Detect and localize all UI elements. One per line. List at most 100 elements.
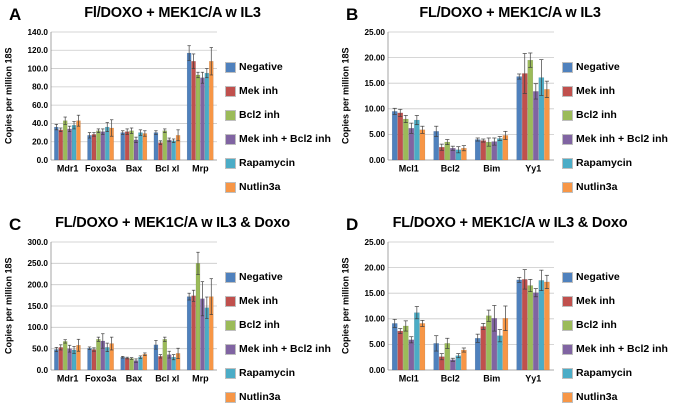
legend-label: Nutlin3a xyxy=(576,181,618,193)
bar xyxy=(67,128,72,161)
legend-label: Nutlin3a xyxy=(239,181,281,193)
bar xyxy=(138,356,143,371)
legend-swatch-icon xyxy=(225,343,236,355)
legend-item-negative: Negative xyxy=(562,271,668,283)
legend-label: Negative xyxy=(576,271,620,283)
bar xyxy=(62,341,68,371)
legend-label: Mek inh xyxy=(576,85,616,97)
bar xyxy=(162,339,167,371)
panel-c: C FL/DOXO + MEK1C/A w IL3 & Doxo Copies … xyxy=(0,210,337,420)
legend-swatch-icon xyxy=(562,157,573,169)
bar xyxy=(142,133,148,161)
bar xyxy=(54,126,59,161)
bar xyxy=(195,263,201,371)
y-axis-label: Copies per million 18S xyxy=(340,257,351,355)
bar xyxy=(54,349,59,371)
chart-area: Copies per million 18S 0.0 20.0 40.0 60.0 80… xyxy=(2,24,337,193)
bar xyxy=(391,323,398,371)
bar xyxy=(91,134,97,161)
legend: Negative Mek inh Bcl2 inh Mek inh + Bcl2 in… xyxy=(225,61,331,193)
bar xyxy=(544,281,550,371)
panel-title: FL/DOXO + MEK1C/A w IL3 & Doxo xyxy=(55,215,290,231)
bar xyxy=(480,326,487,371)
legend-swatch-icon xyxy=(562,391,573,403)
y-axis-label: Copies per million 18S xyxy=(3,257,14,355)
legend-swatch-icon xyxy=(225,181,236,193)
x-category-label: Bcl xl xyxy=(155,164,179,174)
bar xyxy=(414,312,420,371)
bar xyxy=(204,72,210,161)
legend-swatch-icon xyxy=(562,319,573,331)
legend-label: Nutlin3a xyxy=(239,391,281,403)
x-category-label: Foxo3a xyxy=(85,374,118,384)
y-tick-label: 15.00 xyxy=(365,79,386,88)
legend-item-rapamycin: Rapamycin xyxy=(225,367,331,379)
legend-label: Mek inh xyxy=(239,295,279,307)
x-category-label: Mcl1 xyxy=(399,164,419,174)
legend-item-mek-inh: Mek inh xyxy=(562,295,668,307)
y-tick-label: 250.0 xyxy=(28,259,49,268)
legend-label: Bcl2 inh xyxy=(239,109,280,121)
bar xyxy=(62,120,68,161)
bar xyxy=(538,280,545,371)
bar xyxy=(58,347,63,371)
bar xyxy=(76,120,81,161)
bar xyxy=(480,140,487,161)
y-tick-label: 5.00 xyxy=(369,340,385,349)
x-category-label: Yy1 xyxy=(525,164,541,174)
panel-letter: D xyxy=(346,215,359,234)
bar xyxy=(414,119,420,161)
bar xyxy=(195,74,201,161)
y-tick-label: 10.00 xyxy=(365,315,386,324)
legend-swatch-icon xyxy=(225,157,236,169)
y-tick-label: 20.00 xyxy=(365,263,386,272)
y-tick-label: 40.0 xyxy=(32,119,48,128)
bar-chart-a: 0.0 20.0 40.0 60.0 80.0 100.0 120.0 140.0 Mdr1 Fo… xyxy=(28,28,217,174)
legend-swatch-icon xyxy=(225,61,236,73)
x-category-label: Mrp xyxy=(192,164,209,174)
y-tick-label: 20.0 xyxy=(32,138,48,147)
y-tick-label: 20.00 xyxy=(365,53,386,62)
legend-item-mek-inh-bcl2-inh: Mek inh + Bcl2 inh xyxy=(562,343,668,355)
bar xyxy=(96,130,101,161)
y-tick-label: 0.0 xyxy=(37,156,49,165)
x-category-label: Bax xyxy=(126,374,143,384)
legend-label: Bcl2 inh xyxy=(576,319,617,331)
y-axis-label: Copies per million 18S xyxy=(340,47,351,145)
y-tick-label: 0.0 xyxy=(37,366,49,375)
legend-item-nutlin3a: Nutlin3a xyxy=(225,181,331,193)
bar xyxy=(142,354,148,371)
bar xyxy=(544,89,550,161)
bar xyxy=(397,330,404,371)
bar xyxy=(120,132,125,161)
panel-title: Fl/DOXO + MEK1C/A w IL3 xyxy=(84,5,261,21)
panel-letter: B xyxy=(346,5,359,24)
bar xyxy=(129,358,134,371)
y-tick-label: 15.00 xyxy=(365,289,386,298)
legend-label: Rapamycin xyxy=(239,157,296,169)
legend-swatch-icon xyxy=(225,271,236,283)
x-category-label: Bim xyxy=(483,164,500,174)
bar xyxy=(486,315,492,371)
bar xyxy=(527,285,534,371)
legend-item-bcl2-inh: Bcl2 inh xyxy=(225,319,331,331)
bar xyxy=(391,111,398,161)
x-category-label: Bax xyxy=(126,164,143,174)
legend-item-nutlin3a: Nutlin3a xyxy=(225,391,331,403)
bar-chart-b: 0.00 5.00 10.00 15.00 20.00 25.00 Mcl1 Bcl2 Bim Y… xyxy=(365,28,554,174)
legend-item-mek-inh: Mek inh xyxy=(225,85,331,97)
bar xyxy=(408,339,415,371)
x-category-label: Yy1 xyxy=(525,374,541,384)
legend-swatch-icon xyxy=(562,181,573,193)
panel-title: FL/DOXO + MEK1C/A w IL3 & Doxo xyxy=(392,215,628,231)
bar xyxy=(461,349,467,371)
x-category-label: Mdr1 xyxy=(57,164,79,174)
legend-item-bcl2-inh: Bcl2 inh xyxy=(225,109,331,121)
legend-label: Rapamycin xyxy=(576,157,633,169)
legend-label: Negative xyxy=(239,271,283,283)
y-tick-label: 50.0 xyxy=(32,344,48,353)
bar-chart-c: 0.0 50.0 100.0 150.0 200.0 250.0 300.0 Mdr1 Foxo… xyxy=(28,238,217,384)
legend-label: Mek inh + Bcl2 inh xyxy=(576,133,668,145)
legend-item-rapamycin: Rapamycin xyxy=(562,157,668,169)
